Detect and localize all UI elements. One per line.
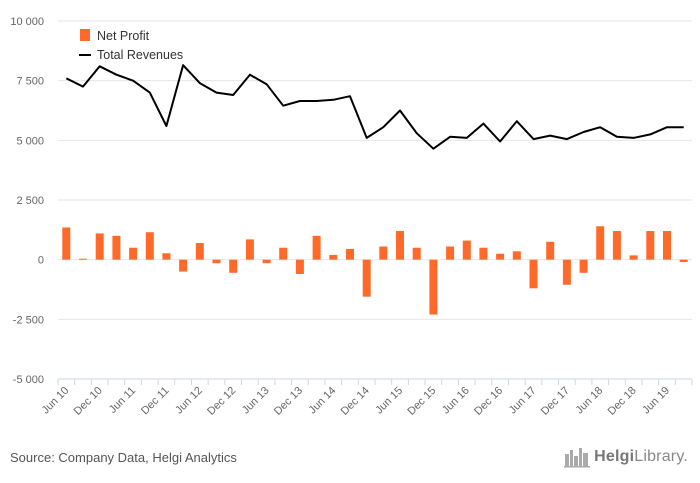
city-skyline-icon (564, 448, 591, 468)
y-tick-label: -5 000 (13, 374, 44, 386)
net-profit-bar (512, 251, 521, 260)
net-profit-bar (646, 231, 655, 260)
y-tick-label: 0 (38, 255, 44, 267)
net-profit-bar (129, 247, 138, 260)
x-tick-label: Dec 15 (405, 385, 438, 418)
x-tick-label: Dec 12 (205, 385, 238, 418)
net-profit-bar (329, 254, 338, 260)
y-tick-label: 5 000 (16, 135, 44, 147)
x-tick-label: Jun 11 (107, 385, 138, 416)
x-tick-label: Dec 18 (606, 385, 639, 418)
y-tick-label: 10 000 (10, 16, 44, 28)
net-profit-bar (295, 259, 304, 274)
y-tick-label: 2 500 (16, 195, 44, 207)
net-profit-bar (312, 235, 321, 260)
net-profit-bar (379, 246, 388, 260)
net-profit-bar (95, 233, 104, 260)
net-profit-bar (663, 231, 671, 260)
brand-name: HelgiLibrary. (594, 448, 688, 465)
x-tick-label: Dec 14 (339, 385, 372, 418)
x-tick-label: Dec 11 (139, 385, 172, 418)
x-tick-label: Dec 16 (472, 385, 505, 418)
net-profit-bar (162, 253, 171, 260)
net-profit-bar (396, 231, 404, 260)
y-tick-label: 7 500 (16, 76, 44, 88)
net-profit-bar (462, 240, 471, 260)
total-revenues-line (65, 64, 684, 150)
net-profit-bar (412, 247, 421, 260)
net-profit-bar (679, 259, 688, 263)
net-profit-bar (629, 255, 638, 260)
net-profit-bar (446, 246, 455, 260)
axes: -5 000 -2 500 0 2 500 5 000 7 500 10 000 Jun 10… (10, 16, 693, 418)
x-tick-label: Dec 10 (72, 385, 105, 418)
net-profit-bar (346, 248, 354, 260)
x-tick-label: Jun 15 (373, 385, 405, 417)
net-profit-bar (362, 259, 371, 297)
legend-label-net-profit: Net Profit (97, 29, 150, 43)
net-profit-bar (479, 247, 488, 260)
net-profit-bar (546, 241, 555, 260)
total-revenues-line-group (65, 64, 684, 150)
net-profit-bar (496, 253, 505, 260)
x-tick-label: Jun 12 (173, 385, 205, 417)
grid (58, 20, 692, 380)
x-tick-label: Jun 19 (640, 385, 672, 417)
net-profit-bar (429, 259, 438, 315)
net-profit-bar (579, 259, 588, 273)
net-profit-bar (279, 247, 288, 260)
x-tick-label: Dec 17 (539, 385, 572, 418)
x-tick-label: Jun 17 (507, 385, 539, 417)
net-profit-bar (245, 239, 254, 260)
x-tick-label: Jun 18 (574, 385, 606, 417)
x-tick-label: Jun 13 (240, 385, 272, 417)
net-profit-bar (179, 259, 188, 272)
y-tick-label: -2 500 (13, 314, 44, 326)
net-profit-bar (62, 227, 71, 260)
legend: Net Profit Total Revenues (79, 29, 183, 62)
x-tick-label: Dec 13 (272, 385, 305, 418)
net-profit-bar (112, 235, 121, 260)
legend-swatch-net-profit (80, 29, 90, 41)
net-profit-bars (62, 226, 688, 315)
net-profit-bar (262, 259, 271, 264)
net-profit-bar (212, 259, 221, 264)
net-profit-bar (529, 259, 538, 289)
x-tick-label: Jun 16 (440, 385, 472, 417)
net-profit-bar (195, 242, 204, 260)
net-profit-bar (612, 231, 621, 260)
net-profit-bar (562, 259, 571, 285)
x-tick-label: Jun 14 (307, 385, 339, 417)
legend-label-total-revenues: Total Revenues (97, 48, 183, 62)
brand-logo: HelgiLibrary. (564, 446, 688, 468)
x-tick-label: Jun 10 (40, 385, 72, 417)
net-profit-bar (229, 259, 238, 273)
net-profit-bar (79, 258, 87, 260)
net-profit-bar (596, 226, 605, 260)
net-profit-bar (145, 232, 154, 260)
source-note: Source: Company Data, Helgi Analytics (10, 450, 237, 465)
